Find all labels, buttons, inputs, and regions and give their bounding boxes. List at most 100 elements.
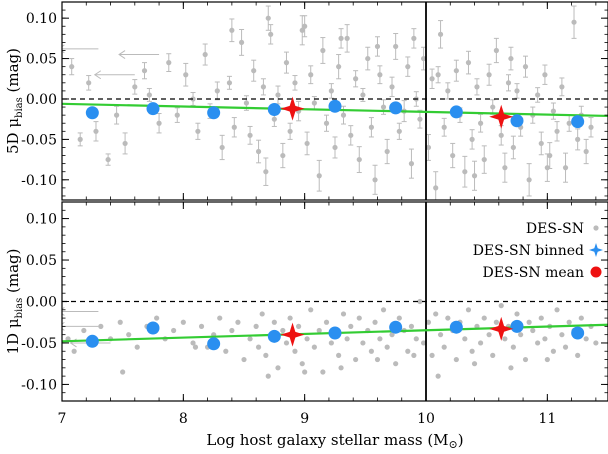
data-point: [296, 323, 302, 329]
data-point: [588, 124, 594, 130]
data-point: [469, 348, 475, 354]
data-point: [522, 64, 529, 70]
data-point: [219, 144, 225, 151]
data-point: [429, 76, 435, 82]
y-tick-label: -0.10: [21, 377, 57, 393]
y-tick-label: -0.05: [21, 132, 57, 148]
data-point: [486, 72, 492, 78]
data-point: [562, 165, 569, 171]
data-point: [393, 361, 399, 367]
data-point: [328, 340, 334, 346]
legend-marker-dot: [593, 225, 599, 231]
data-point: [126, 332, 132, 338]
data-point: [450, 152, 456, 159]
data-point: [120, 369, 126, 375]
data-point: [583, 148, 589, 155]
data-point: [344, 336, 350, 342]
data-point: [265, 15, 271, 21]
mean-star: [280, 322, 305, 347]
data-point: [231, 124, 237, 130]
data-point: [344, 35, 350, 41]
data-point: [465, 307, 472, 313]
data-point: [93, 128, 99, 134]
data-point: [405, 348, 411, 354]
data-point: [445, 88, 451, 94]
binned-point: [571, 115, 585, 129]
data-point: [429, 352, 435, 358]
data-point: [280, 152, 286, 159]
data-point: [251, 68, 257, 74]
x-tick-label: 7: [58, 411, 67, 427]
data-point: [433, 185, 439, 191]
data-point: [469, 136, 475, 142]
data-point: [336, 64, 342, 70]
mean-star: [489, 316, 514, 341]
data-point: [183, 72, 189, 78]
binned-point: [267, 329, 281, 343]
data-point: [575, 352, 581, 358]
data-point: [323, 120, 330, 126]
data-point: [275, 365, 281, 371]
data-point: [114, 112, 120, 118]
data-point: [320, 369, 326, 375]
data-point: [514, 311, 520, 317]
data-point: [372, 177, 378, 183]
data-point: [498, 303, 504, 309]
data-point: [320, 47, 326, 54]
data-point: [462, 169, 468, 175]
y-tick-label: 0.05: [26, 253, 57, 269]
binned-point: [207, 337, 221, 351]
data-point: [340, 112, 347, 118]
data-point: [437, 332, 444, 338]
data-point: [338, 35, 344, 41]
data-point: [498, 132, 504, 138]
data-point: [372, 319, 378, 325]
data-point: [190, 340, 196, 346]
data-point: [117, 319, 123, 325]
data-point: [255, 148, 262, 155]
data-point: [283, 60, 290, 66]
data-point: [255, 344, 262, 350]
top-panel-5d: 0.10 0.05 0.00 -0.05 -0.10 5D μbias (mag): [4, 1, 608, 201]
data-point: [122, 140, 128, 147]
data-point: [226, 80, 233, 86]
data-point: [81, 327, 87, 334]
data-point: [445, 315, 451, 321]
data-point: [316, 327, 322, 334]
legend-marker-star: [589, 243, 603, 257]
data-point: [384, 148, 390, 155]
data-point: [471, 361, 478, 367]
binned-point: [389, 101, 403, 115]
data-point: [156, 120, 162, 126]
data-point: [566, 319, 572, 325]
data-point: [374, 356, 381, 363]
data-point: [526, 319, 532, 325]
data-point: [508, 365, 514, 371]
legend-label: DES-SN binned: [473, 243, 584, 259]
binned-point: [328, 99, 342, 113]
binned-point: [389, 320, 403, 334]
data-point: [542, 72, 548, 78]
data-point: [405, 64, 411, 70]
data-point: [154, 315, 160, 321]
data-point: [260, 84, 267, 90]
data-point: [323, 319, 330, 325]
data-point: [302, 369, 308, 375]
data-point: [247, 336, 253, 342]
binned-point: [146, 102, 160, 116]
binned-point: [571, 326, 585, 340]
y-tick-label: 0.00: [26, 295, 57, 311]
data-point: [253, 323, 259, 329]
data-point: [238, 39, 245, 46]
data-point: [474, 84, 480, 90]
data-point: [435, 72, 441, 78]
data-point: [308, 307, 314, 313]
data-point: [304, 336, 310, 342]
data-point: [441, 124, 447, 130]
data-point: [180, 319, 186, 325]
data-point: [71, 348, 77, 354]
x-tick-label: 8: [179, 411, 188, 427]
data-point: [360, 92, 366, 98]
data-point: [437, 31, 444, 37]
